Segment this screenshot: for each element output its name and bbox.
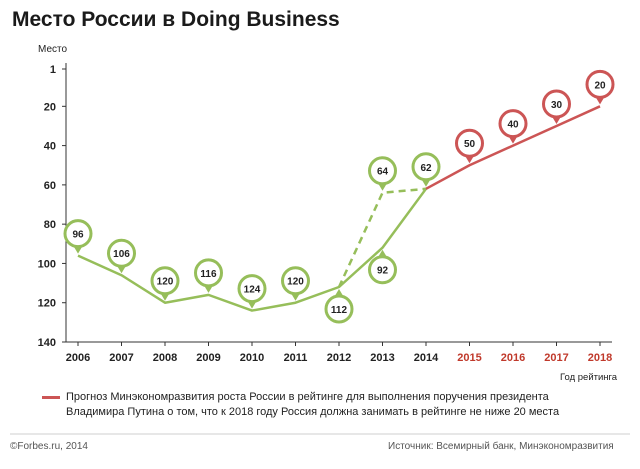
series-line-dashed (337, 187, 427, 288)
series-line-actual (77, 188, 428, 312)
marker-bubble (368, 255, 397, 285)
data-label: 62 (420, 163, 432, 174)
marker-bubble (585, 69, 615, 99)
data-label: 116 (200, 269, 217, 280)
x-tick-label: 2012 (327, 352, 351, 364)
marker-bubble (281, 266, 310, 296)
series-line-forecast (425, 105, 601, 190)
marker-bubble (368, 156, 397, 186)
data-label: 64 (377, 167, 389, 178)
data-label: 96 (72, 230, 84, 241)
y-tick-label: 1 (50, 64, 56, 76)
x-tick-label: 2017 (544, 352, 568, 364)
x-axis-label: Год рейтинга (560, 372, 618, 383)
y-tick-label: 60 (44, 180, 56, 192)
marker-bubble (542, 89, 571, 119)
x-tick-label: 2011 (284, 352, 308, 364)
data-label: 20 (594, 80, 606, 91)
y-axis-label: Место (38, 44, 68, 55)
marker-bubble (194, 258, 223, 288)
chart-title: Место России в Doing Business (12, 8, 340, 31)
x-tick-label: 2015 (457, 352, 481, 364)
data-label: 120 (157, 277, 174, 288)
marker-bubble (411, 152, 441, 182)
y-tick-label: 120 (38, 298, 56, 310)
x-tick-label: 2014 (414, 352, 439, 364)
data-label: 92 (377, 266, 389, 277)
marker-bubble (63, 219, 93, 249)
data-label: 50 (464, 139, 476, 150)
x-tick-label: 2010 (240, 352, 264, 364)
marker-bubble (324, 294, 354, 324)
marker-bubble (237, 274, 267, 304)
data-label: 30 (551, 100, 563, 111)
y-tick-label: 100 (38, 258, 56, 270)
x-tick-label: 2008 (153, 352, 177, 364)
legend-swatch-forecast (42, 396, 60, 399)
x-tick-label: 2007 (109, 352, 133, 364)
y-tick-label: 140 (38, 337, 56, 349)
y-tick-label: 20 (44, 101, 56, 113)
marker-bubble (150, 266, 180, 296)
data-label: 120 (287, 277, 304, 288)
x-tick-label: 2016 (501, 352, 525, 364)
data-label: 40 (507, 120, 519, 131)
source-text: Источник: Всемирный банк, Минэкономразви… (388, 441, 614, 452)
x-tick-label: 2006 (66, 352, 90, 364)
x-tick-label: 2013 (370, 352, 394, 364)
credit-text: ©Forbes.ru, 2014 (10, 441, 88, 452)
data-label: 124 (244, 285, 261, 296)
marker-bubble (107, 238, 136, 268)
x-tick-label: 2009 (196, 352, 220, 364)
y-tick-label: 80 (44, 219, 56, 231)
y-tick-label: 40 (44, 141, 56, 153)
x-tick-label: 2018 (588, 352, 612, 364)
data-label: 106 (113, 249, 130, 260)
data-label: 112 (331, 305, 348, 316)
marker-bubble (455, 128, 484, 158)
marker-bubble (498, 109, 528, 139)
legend-text: Прогноз Минэкономразвития роста России в… (66, 391, 560, 418)
